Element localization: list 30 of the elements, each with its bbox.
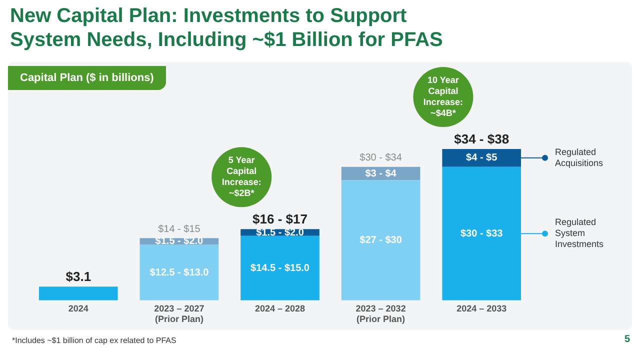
bar: [38, 286, 118, 300]
total-label: $30 - $34: [360, 152, 402, 164]
x-tick-label: 2023 – 2032 (Prior Plan): [356, 303, 406, 324]
data-label: $27 - $30: [360, 235, 402, 246]
text: 5: [624, 334, 630, 345]
legend-label: Regulated System Investments: [555, 217, 604, 250]
data-label: $30 - $33: [460, 228, 504, 240]
text: *Includes ~$1 billion of cap ex related to PFAS: [12, 336, 176, 345]
x-tick-label: 2024: [68, 303, 88, 314]
total-label: $34 - $38: [454, 132, 510, 147]
text: 10 Year Capital Increase: ~$4B*: [423, 75, 463, 118]
data-label: $14.5 - $15.0: [250, 262, 310, 274]
bar: [140, 244, 219, 300]
bar: [240, 236, 320, 300]
x-tick-label: 2024 – 2028: [254, 303, 306, 314]
data-label: $3 - $4: [365, 168, 397, 180]
total-label: $16 - $17: [252, 212, 308, 227]
data-label: $1.5 - $2.0: [155, 236, 204, 248]
total-label: $14 - $15: [158, 224, 201, 235]
x-tick-label: 2024 – 2033: [456, 303, 507, 314]
chart-subtitle: Capital Plan ($ in billions): [8, 66, 166, 90]
chart-title: New Capital Plan: Investments to Support System Needs, Including ~$1 Billion for PFAS: [10, 4, 444, 52]
data-label: $1.5 - $2.0: [256, 227, 304, 238]
data-label: $12.5 - $13.0: [150, 267, 210, 278]
data-label: $4 - $5: [466, 152, 498, 164]
total-label: $3.1: [66, 269, 92, 284]
legend-label: Regulated Acquisitions: [555, 146, 604, 168]
bar: [341, 180, 420, 300]
annotation: 5 Year Capital Increase: ~$2B*: [222, 155, 262, 198]
x-tick-label: 2023 – 2027 (Prior Plan): [154, 303, 204, 324]
